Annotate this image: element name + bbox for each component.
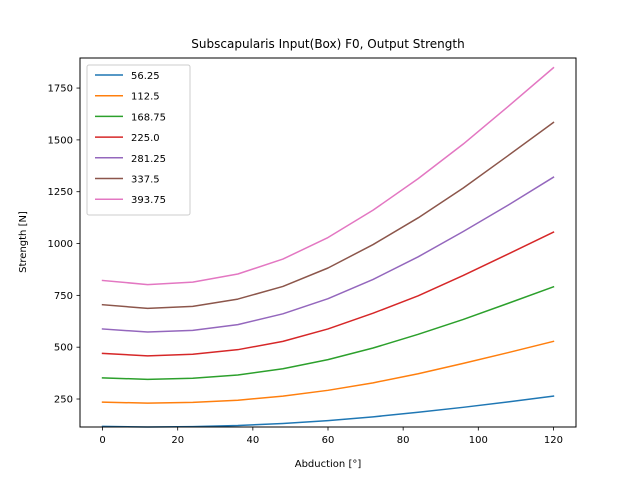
x-axis-label: Abduction [°] [295, 459, 362, 470]
y-tick-label: 250 [54, 395, 73, 406]
legend: 56.25 112.5 168.75 225.0 281.25 337.5 393.75 [86, 64, 191, 216]
x-tick-label: 20 [171, 435, 184, 446]
x-tick-label: 40 [246, 435, 259, 446]
x-axis: 0 20 40 60 80 100 120 [99, 427, 563, 446]
y-tick-label: 1750 [48, 84, 73, 95]
x-tick-label: 100 [469, 435, 488, 446]
legend-label-1: 112.5 [131, 92, 160, 103]
legend-box [86, 64, 191, 216]
series-line-0 [101, 395, 555, 428]
x-tick-label: 0 [99, 435, 105, 446]
y-tick-label: 750 [54, 291, 73, 302]
y-axis: 250 500 750 1000 1250 1500 1750 [48, 84, 80, 406]
legend-label-5: 337.5 [131, 175, 160, 186]
y-axis-label: Strength [N] [18, 211, 29, 273]
series-line-1 [101, 340, 555, 404]
y-tick-label: 1250 [48, 187, 73, 198]
chart-title: Subscapularis Input(Box) F0, Output Stre… [191, 37, 464, 51]
series-line-3 [101, 231, 555, 357]
y-tick-label: 1500 [48, 135, 73, 146]
x-tick-label: 120 [544, 435, 563, 446]
y-tick-label: 1000 [48, 239, 73, 250]
legend-label-0: 56.25 [131, 71, 160, 82]
series-line-4 [101, 176, 555, 333]
legend-label-6: 393.75 [131, 195, 166, 206]
series-line-2 [101, 285, 555, 381]
series-line-5 [101, 121, 555, 310]
legend-label-2: 168.75 [131, 112, 166, 123]
plot-lines [101, 66, 555, 428]
series-line-6 [101, 66, 555, 286]
legend-label-4: 281.25 [131, 154, 166, 165]
legend-label-3: 225.0 [131, 133, 160, 144]
x-tick-label: 80 [397, 435, 410, 446]
y-tick-label: 500 [54, 343, 73, 354]
x-tick-label: 60 [322, 435, 335, 446]
